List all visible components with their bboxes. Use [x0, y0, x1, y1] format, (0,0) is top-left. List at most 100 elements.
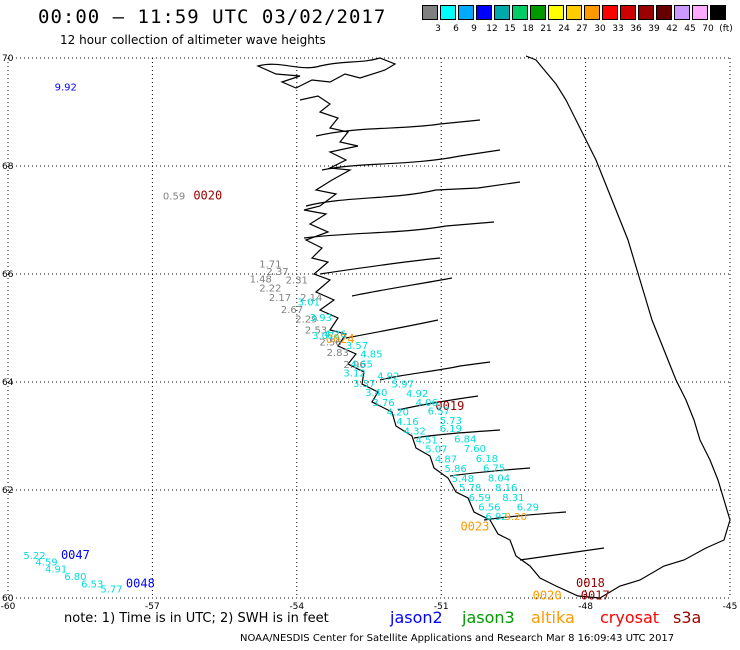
fjord-1 [315, 119, 481, 137]
wave-height-value: 4.51 [416, 436, 438, 447]
wave-height-value: 4.91 [45, 565, 67, 576]
scale-swatch [584, 5, 600, 20]
wave-height-value: 5.07 [425, 445, 447, 456]
lon-label: -54 [289, 602, 304, 612]
wave-height-value: 4.92 [377, 371, 399, 382]
scale-label: (ft) [719, 24, 733, 34]
pass-time-label: 0023 [460, 520, 489, 534]
wave-height-value: 2.67 [281, 305, 303, 316]
map-footer: NOAA/NESDIS Center for Satellite Applica… [240, 633, 675, 644]
scale-swatch [692, 5, 708, 20]
coastline-main [299, 95, 601, 599]
lon-label: -45 [723, 602, 738, 612]
fjord-3 [305, 181, 521, 207]
wave-height-value: 3.01 [298, 297, 320, 308]
wave-height-value: 9.92 [55, 82, 77, 93]
wave-height-value: 3.76 [372, 398, 394, 409]
wave-height-value: 4.87 [435, 454, 457, 465]
wave-height-labels: 9.92 0.59 1.712.371.48 2.31 2.222.17 2.142.67… [23, 82, 539, 595]
lon-label: -57 [145, 602, 160, 612]
fjord-2 [321, 149, 501, 171]
wave-height-value: 6.57 [428, 406, 450, 417]
fjord-4 [303, 221, 495, 239]
pass-time-label: 0019 [435, 399, 464, 413]
wave-height-value: 5.22 [23, 551, 45, 562]
lat-label: 66 [2, 270, 14, 280]
wave-height-value: 2.29 [295, 315, 317, 326]
wave-height-value: 3.93 [310, 313, 332, 324]
wave-height-value: 3.37 [353, 379, 375, 390]
pass-time-label: 0020 [533, 589, 562, 603]
scale-label: 9 [471, 24, 477, 34]
fjord-8 [379, 361, 491, 381]
satellite-name: jason3 [462, 608, 515, 627]
scale-swatch [440, 5, 456, 20]
scale-swatch [458, 5, 474, 20]
wave-height-value: 9.20 [505, 512, 527, 523]
scale-label: 33 [612, 24, 624, 34]
wave-height-value: 3.57 [346, 341, 368, 352]
wave-height-value: 3.12 [343, 369, 365, 380]
coastline-north [256, 57, 397, 89]
satellite-name: s3a [673, 608, 702, 627]
wave-height-value: 6.92 [485, 512, 507, 523]
wave-height-value: 8.16 [495, 483, 517, 494]
wave-height-value: 1.71 [259, 260, 281, 271]
wave-height-value: 5.77 [100, 585, 122, 596]
coastline-east [525, 55, 731, 599]
wave-height-value: 6.53 [81, 580, 103, 591]
lon-label: -51 [434, 602, 449, 612]
map-title: 00:00 – 11:59 UTC 03/02/2017 [38, 6, 387, 28]
wave-height-value: 3.40 [365, 388, 387, 399]
lat-label: 62 [2, 486, 13, 496]
wave-height-value: 2.83 [327, 348, 349, 359]
pass-time-label: 0047 [61, 548, 90, 562]
lon-label: -48 [578, 602, 593, 612]
wave-height-value: 6.18 [476, 454, 498, 465]
scale-swatch [710, 5, 726, 20]
wave-height-value: 0.59 [163, 191, 185, 202]
scale-label: 15 [504, 24, 516, 34]
wave-height-value: 2.96 [343, 360, 365, 371]
map-note: note: 1) Time is in UTC; 2) SWH is in fe… [64, 611, 329, 626]
scale-swatch [476, 5, 492, 20]
pass-time-label: 0020 [193, 188, 222, 202]
lat-label: 64 [2, 378, 14, 388]
wave-height-value: 8.04 [488, 473, 510, 484]
scale-swatch [548, 5, 564, 20]
scale-swatch [512, 5, 528, 20]
wave-height-value: 4.32 [404, 426, 426, 437]
wave-height-value: 2.14 [300, 293, 322, 304]
scale-swatch [602, 5, 618, 20]
scale-swatch [674, 5, 690, 20]
scale-label: 21 [540, 24, 552, 34]
scale-swatch [656, 5, 672, 20]
wave-height-value: 4.06 [416, 398, 438, 409]
wave-height-value: 2.31 [286, 276, 308, 287]
wave-height-value: 5.48 [452, 474, 474, 485]
axis-labels: 70 68 66 64 62 60-60 -57 -54 -51 -48 -45 [1, 54, 738, 612]
wave-height-value: 3.07 [312, 331, 334, 342]
fjord-6 [351, 277, 453, 297]
wave-height-value: 6.80 [64, 572, 86, 583]
wave-height-value: 4.16 [396, 417, 418, 428]
wave-height-value: 2.56 [319, 337, 341, 348]
scale-label: 30 [594, 24, 606, 34]
wave-height-value: 6.56 [478, 503, 500, 514]
scale-label: 70 [702, 24, 714, 34]
greenland-coastline [256, 55, 731, 599]
fjord-9 [397, 395, 479, 411]
scale-swatch [566, 5, 582, 20]
pass-time-label: 0017 [581, 589, 610, 603]
wave-height-value: 2.53 [305, 325, 327, 336]
wave-height-value: 4.26 [324, 330, 346, 341]
scale-label: 3 [435, 24, 441, 34]
wave-height-value: 6.19 [440, 424, 462, 435]
scale-swatch [422, 5, 438, 20]
scale-swatch [530, 5, 546, 20]
wave-height-value: 4.92 [406, 389, 428, 400]
fjord-7 [345, 319, 439, 339]
wave-height-value: 7.60 [464, 444, 486, 455]
